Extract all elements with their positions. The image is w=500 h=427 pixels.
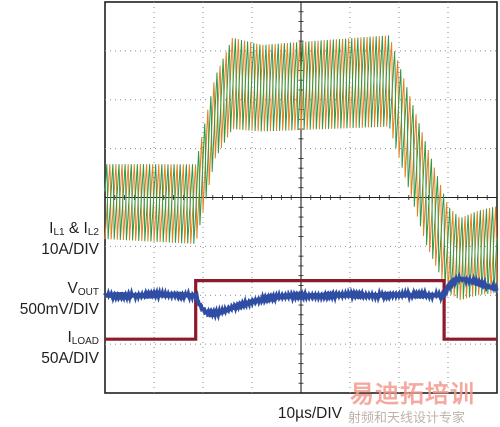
iload-name-sub: LOAD [71,336,99,347]
iload-trace [105,279,497,341]
iload-scale: 50A/DIV [41,350,99,367]
vout-scale: 500mV/DIV [19,301,99,318]
il-scale: 10A/DIV [41,241,99,258]
il1-trace [104,35,498,301]
iload-name-main: I [67,329,72,346]
watermark-main: 易迪拓培训 [350,380,475,408]
vout-trace [103,271,499,322]
time-scale-label: 10µs/DIV [277,405,342,422]
channel-iload-label: ILOAD 50A/DIV [41,329,99,367]
watermark-sub: 射频和天线设计专家 [348,411,466,426]
il2-trace [104,35,498,300]
traces [103,35,499,341]
il-name-main: I [49,220,54,237]
vout-name-main: V [67,280,78,297]
il-joiner: & I [64,220,88,237]
channel-vout-label: VOUT 500mV/DIV [20,280,99,318]
il-name-sub1: L1 [53,227,65,238]
vout-name-sub: OUT [77,287,99,298]
channel-il-label: IL1 & IL2 10A/DIV [41,220,99,258]
il-name-sub2: L2 [87,227,99,238]
